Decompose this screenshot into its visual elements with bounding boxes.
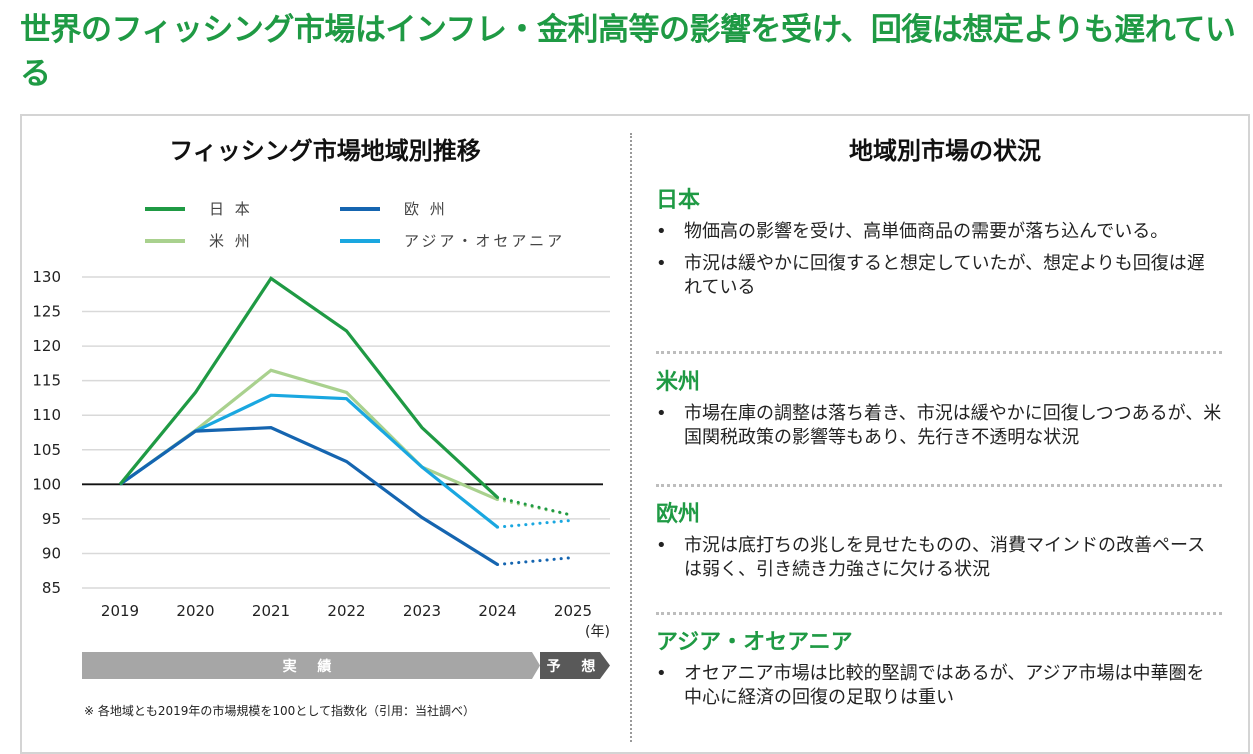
- x-tick-label: 2022: [327, 602, 365, 620]
- region-europe: 欧州 • 市況は底打ちの兆しを見せたものの、消費マインドの改善ペースは弱く、引き続…: [656, 500, 1222, 590]
- series-forecast-asia_oceania: [496, 518, 575, 529]
- legend-label-europe: 欧 州: [404, 200, 448, 218]
- region-bullets-americas: • 市場在庫の調整は落ち着き、市況は緩やかに回復しつつあるが、米国関税政策の影響等…: [656, 402, 1222, 450]
- y-tick-label: 85: [42, 579, 61, 597]
- bullet-icon: •: [656, 535, 667, 556]
- series-line-japan: [118, 276, 499, 499]
- legend-swatch-americas: [145, 238, 185, 243]
- list-item: • オセアニア市場は比較的堅調ではあるが、アジア市場は中華圏を中心に経済の回復の足…: [656, 662, 1222, 710]
- region-name-europe: 欧州: [656, 502, 701, 527]
- legend-swatch-japan: [145, 206, 185, 211]
- region-americas: 米州 • 市場在庫の調整は落ち着き、市況は緩やかに回復しつつあるが、米国関税政策の…: [656, 368, 1222, 458]
- region-bullets-europe: • 市況は底打ちの兆しを見せたものの、消費マインドの改善ペースは弱く、引き続き力強…: [656, 534, 1222, 582]
- y-tick-label: 100: [32, 475, 61, 493]
- region-asia-oceania: アジア・オセアニア • オセアニア市場は比較的堅調ではあるが、アジア市場は中華圏を…: [656, 628, 1222, 718]
- series-forecast-japan: [496, 495, 575, 517]
- y-tick-label: 130: [32, 268, 61, 286]
- legend-label-americas: 米 州: [209, 232, 253, 250]
- x-tick-label: 2025: [554, 602, 592, 620]
- series-line-europe: [119, 426, 499, 566]
- bullet-icon: •: [656, 403, 667, 424]
- line-chart: 130 125 120 115 110 105 100 95 90 85 2019 2020 2021 2…: [32, 268, 610, 620]
- region-separator: [656, 484, 1222, 487]
- y-tick-label: 115: [32, 372, 61, 390]
- y-tick-label: 120: [32, 337, 61, 355]
- region-status-title: 地域別市場の状況: [849, 137, 1041, 165]
- region-name-japan: 日本: [656, 188, 701, 213]
- region-bullets-asia-oceania: • オセアニア市場は比較的堅調ではあるが、アジア市場は中華圏を中心に経済の回復の足…: [656, 662, 1222, 710]
- page-title: 世界のフィッシング市場はインフレ・金利高等の影響を受け、回復は想定よりも遅れてい…: [20, 12, 1236, 92]
- y-tick-label: 125: [32, 303, 61, 321]
- phase-forecast-label: 予 想: [546, 658, 604, 675]
- phase-actual-label: 実 績: [282, 658, 340, 675]
- legend-item-americas: 米 州: [145, 230, 253, 251]
- region-separator: [656, 351, 1222, 354]
- bullet-icon: •: [656, 663, 667, 684]
- legend-swatch-asia-oceania: [340, 238, 380, 243]
- phase-actual-bar: 実 績: [82, 652, 540, 679]
- legend-item-asia-oceania: アジア・オセアニア: [340, 230, 565, 251]
- x-tick-label: 2021: [252, 602, 290, 620]
- y-tick-label: 110: [32, 406, 61, 424]
- bullet-text: 物価高の影響を受け、高単価商品の需要が落ち込んでいる。: [684, 221, 1169, 242]
- list-item: • 市況は緩やかに回復すると想定していたが、想定よりも回復は遅れている: [656, 252, 1222, 300]
- series-forecast-europe: [496, 556, 575, 567]
- y-tick-label: 105: [32, 441, 61, 459]
- bullet-icon: •: [656, 253, 667, 274]
- list-item: • 市場在庫の調整は落ち着き、市況は緩やかに回復しつつあるが、米国関税政策の影響等…: [656, 402, 1222, 450]
- x-tick-label: 2023: [403, 602, 441, 620]
- series-forecast-americas: [496, 498, 575, 517]
- phase-forecast-bar: 予 想: [540, 652, 610, 679]
- legend-item-japan: 日 本: [145, 198, 253, 219]
- y-tick-label: 90: [42, 544, 61, 562]
- bullet-text: 市況は緩やかに回復すると想定していたが、想定よりも回復は遅れている: [684, 253, 1205, 298]
- legend-item-europe: 欧 州: [340, 198, 448, 219]
- x-tick-label: 2024: [478, 602, 516, 620]
- chart-footnote: ※ 各地域とも2019年の市場規模を100として指数化（引用：当社調べ）: [84, 704, 475, 718]
- region-name-asia-oceania: アジア・オセアニア: [656, 630, 853, 655]
- legend-label-japan: 日 本: [209, 200, 253, 218]
- region-separator: [656, 612, 1222, 615]
- legend-label-asia-oceania: アジア・オセアニア: [404, 232, 566, 250]
- chart-title: フィッシング市場地域別推移: [169, 137, 481, 165]
- region-name-americas: 米州: [656, 370, 701, 395]
- y-tick-label: 95: [42, 510, 61, 528]
- bullet-text: オセアニア市場は比較的堅調ではあるが、アジア市場は中華圏を中心に経済の回復の足取…: [684, 663, 1205, 708]
- x-axis-unit: (年): [585, 624, 610, 640]
- region-bullets-japan: • 物価高の影響を受け、高単価商品の需要が落ち込んでいる。 • 市況は緩やかに回復す…: [656, 220, 1222, 300]
- bullet-text: 市況は底打ちの兆しを見せたものの、消費マインドの改善ペースは弱く、引き続き力強さ…: [684, 535, 1206, 580]
- region-japan: 日本 • 物価高の影響を受け、高単価商品の需要が落ち込んでいる。 • 市況は緩やかに…: [656, 186, 1222, 308]
- list-item: • 市況は底打ちの兆しを見せたものの、消費マインドの改善ペースは弱く、引き続き力強…: [656, 534, 1222, 582]
- x-tick-label: 2020: [176, 602, 214, 620]
- bullet-icon: •: [656, 221, 667, 242]
- list-item: • 物価高の影響を受け、高単価商品の需要が落ち込んでいる。: [656, 220, 1222, 244]
- panel-divider: [630, 133, 632, 742]
- x-tick-label: 2019: [101, 602, 139, 620]
- bullet-text: 市場在庫の調整は落ち着き、市況は緩やかに回復しつつあるが、米国関税政策の影響等も…: [684, 403, 1222, 448]
- legend-swatch-europe: [340, 206, 380, 211]
